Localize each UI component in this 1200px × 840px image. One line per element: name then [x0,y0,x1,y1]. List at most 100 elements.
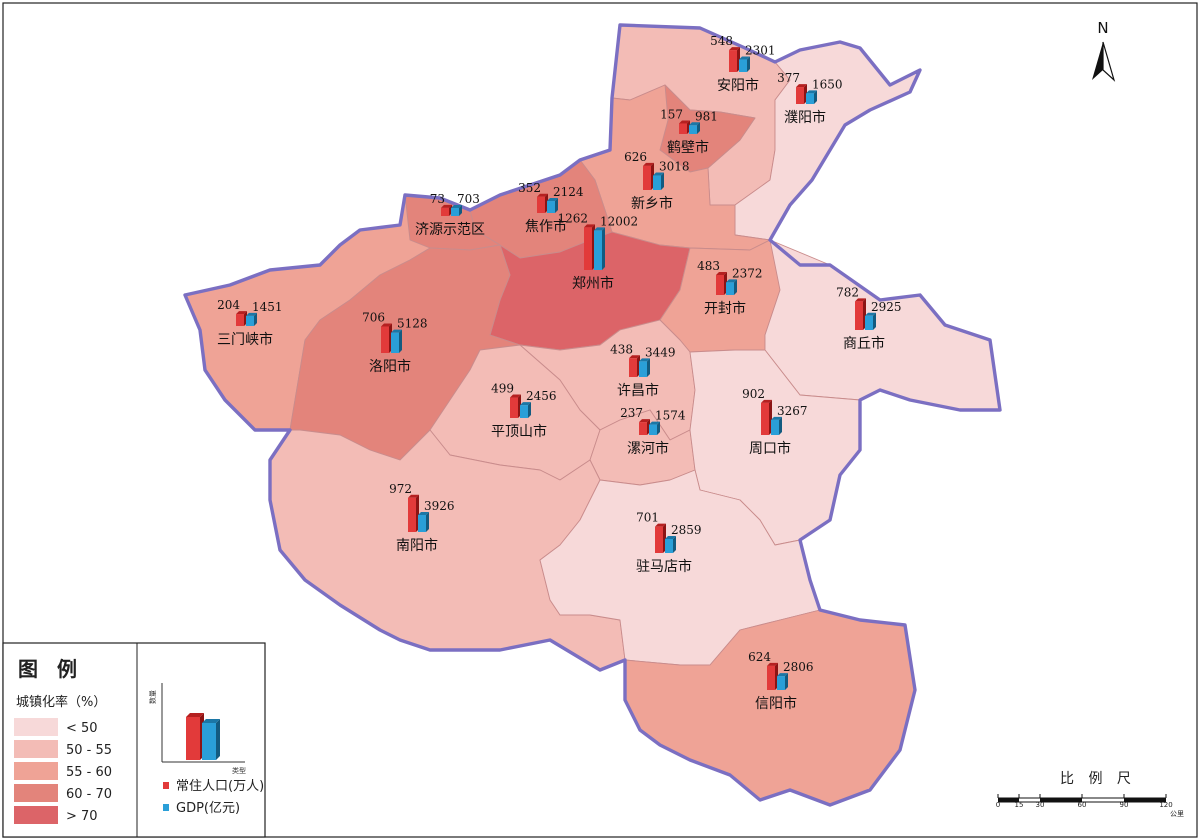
population-bar [236,314,244,326]
gdp-value: 3018 [659,160,690,174]
gdp-value: 2372 [732,266,763,280]
legend-chart-x-label: 类型 [232,766,246,775]
population-bar-top [796,84,807,88]
population-bar-top [584,224,595,228]
gdp-value: 703 [457,192,480,206]
city-name: 濮阳市 [784,109,826,126]
gdp-bar [653,175,661,190]
population-bar-top [729,47,740,51]
gdp-bar-side [779,416,782,435]
population-bar-top [855,298,866,302]
population-bar-top [629,355,640,359]
city-marker: 706 5128 洛阳市 [362,311,427,375]
gdp-bar [520,405,528,418]
north-label: N [1097,19,1108,37]
gdp-value: 981 [695,109,718,123]
scale-bar: 比 例 尺 0 15 30 60 90 120 公里 [996,771,1184,818]
city-marker: 204 1451 三门峡市 [217,298,283,348]
gdp-bar-side [734,279,737,295]
city-name: 南阳市 [396,537,438,554]
legend-swatch [14,718,58,736]
city-marker: 626 3018 新乡市 [624,150,689,212]
gdp-bar-top [665,535,676,539]
legend: 图 例 城镇化率（%） < 50 50 - 55 55 - 60 60 - 70 > 7… [2,642,266,838]
population-bar-top [639,419,650,423]
gdp-bar [806,93,814,104]
gdp-bar [726,282,734,295]
legend-class-item: 60 - 70 [14,784,112,802]
gdp-bar-top [689,122,700,126]
population-bar [441,207,449,216]
city-name: 信阳市 [755,695,797,712]
legend-class-label: 50 - 55 [66,743,112,758]
gdp-bar-top [865,312,876,316]
legend-series: 常住人口(万人) GDP(亿元) [163,779,264,816]
legend-series-item: 常住人口(万人) [163,779,264,794]
population-bar-top [655,523,666,527]
gdp-bar-top [246,312,257,316]
legend-series-label: GDP(亿元) [176,801,240,816]
population-bar [408,497,416,532]
gdp-value: 2859 [671,523,702,537]
city-name: 开封市 [704,300,746,317]
gdp-bar-side [647,358,650,377]
gdp-value: 2301 [745,44,776,58]
legend-class-item: < 50 [14,718,98,736]
city-marker: 352 2124 焦作市 [518,181,584,235]
city-marker: 972 3926 南阳市 [389,482,454,554]
scale-segment [998,798,1019,802]
city-marker: 902 3267 周口市 [742,387,807,457]
legend-series-label: 常住人口(万人) [176,779,264,794]
scale-tick-label: 90 [1120,801,1129,809]
city-name: 商丘市 [843,335,885,352]
legend-sample-bars [186,713,220,760]
gdp-bar [246,315,254,326]
population-value: 377 [777,71,800,85]
gdp-bar [594,230,602,270]
population-value: 626 [624,150,647,164]
population-value: 624 [748,650,771,664]
gdp-bar-top [739,56,750,60]
gdp-bar-top [451,205,462,209]
population-value: 782 [836,285,859,299]
legend-chart-y-label: 数量 [148,690,157,704]
gdp-bar-top [594,227,605,231]
city-name: 洛阳市 [369,358,411,375]
scale-tick-label: 0 [996,801,1000,809]
legend-title: 图 例 [18,657,83,681]
gdp-bar-side [459,205,462,216]
population-bar-top [716,271,727,275]
legend-gdp-bar-side [216,719,220,760]
gdp-bar-side [555,198,558,213]
scale-segment [1040,798,1082,802]
population-value: 701 [636,511,659,525]
legend-class-label: 55 - 60 [66,765,112,780]
city-name: 三门峡市 [217,331,273,348]
gdp-value: 5128 [397,317,428,331]
population-value: 352 [518,181,541,195]
legend-classes: < 50 50 - 55 55 - 60 60 - 70 > 70 [14,718,112,824]
province-boundary [183,23,1002,807]
population-value: 548 [710,34,733,48]
legend-population-bar-top [186,713,204,717]
population-bar-top [761,399,772,403]
gdp-value: 2124 [553,185,584,199]
gdp-bar [649,424,657,435]
city-marker: 438 3449 许昌市 [610,342,675,399]
gdp-bar-side [528,402,531,418]
city-name: 驻马店市 [636,558,692,575]
legend-mini-chart: 数量 类型 [148,683,246,775]
city-marker: 157 981 鹤壁市 [660,107,718,156]
gdp-value: 2456 [526,389,557,403]
population-value: 204 [217,298,240,312]
city-name: 济源示范区 [415,221,485,238]
population-value: 706 [362,311,385,325]
north-arrow-left-icon [1092,42,1103,80]
population-bar-top [408,494,419,498]
gdp-bar-side [426,512,429,532]
gdp-value: 1451 [252,300,283,314]
gdp-bar-side [254,312,257,326]
legend-swatch [14,784,58,802]
